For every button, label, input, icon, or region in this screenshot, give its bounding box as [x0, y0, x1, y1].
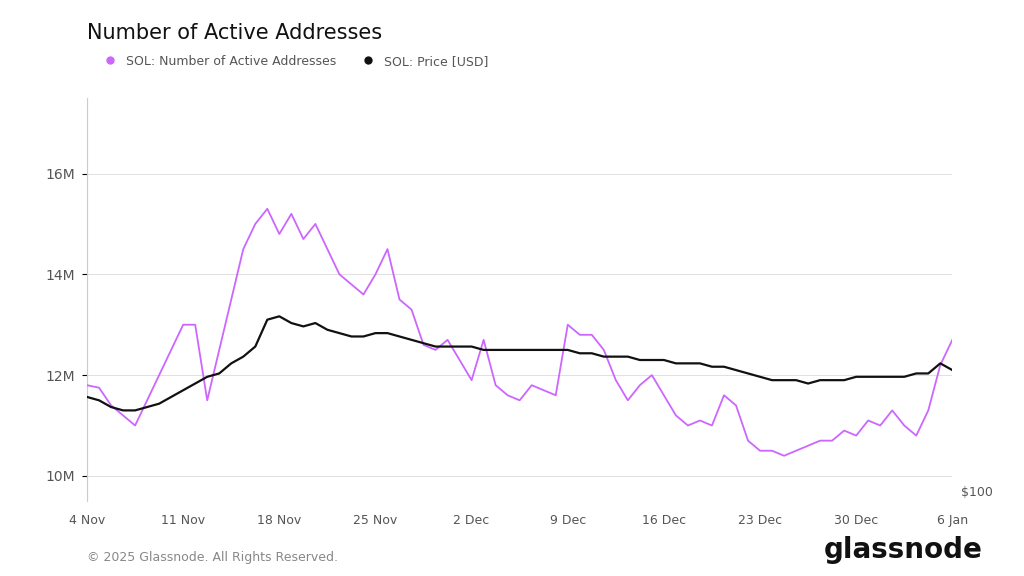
Text: Number of Active Addresses: Number of Active Addresses: [87, 23, 382, 43]
Text: glassnode: glassnode: [824, 536, 983, 564]
Legend: SOL: Number of Active Addresses, SOL: Price [USD]: SOL: Number of Active Addresses, SOL: Pr…: [92, 50, 494, 73]
Text: © 2025 Glassnode. All Rights Reserved.: © 2025 Glassnode. All Rights Reserved.: [87, 551, 338, 564]
Text: $100: $100: [961, 486, 992, 499]
